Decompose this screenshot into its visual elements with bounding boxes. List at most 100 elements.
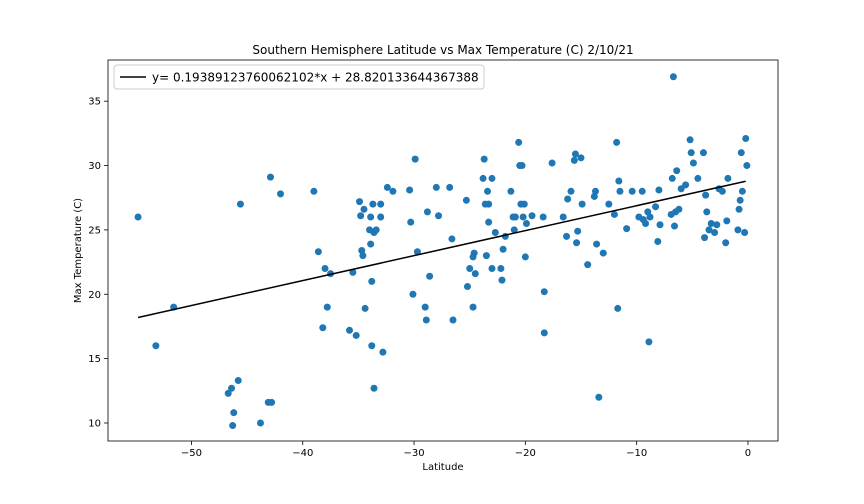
data-point — [357, 212, 365, 220]
x-tick-label: 0 — [745, 448, 751, 459]
data-point — [423, 208, 431, 216]
data-point — [599, 249, 607, 257]
data-point — [584, 261, 592, 269]
data-point — [319, 324, 327, 332]
data-point — [480, 155, 488, 163]
data-point — [735, 205, 743, 213]
data-point — [229, 422, 237, 430]
data-point — [743, 162, 751, 170]
data-point — [615, 177, 623, 185]
data-point — [521, 253, 529, 261]
data-point — [539, 213, 547, 221]
data-point — [134, 213, 142, 221]
data-point — [741, 228, 749, 236]
data-point — [718, 187, 726, 195]
data-point — [511, 213, 519, 221]
y-axis-label: Max Temperature (C) — [73, 198, 84, 303]
data-point — [563, 232, 571, 240]
data-point — [522, 219, 530, 227]
data-point — [236, 200, 244, 208]
data-point — [409, 290, 417, 298]
data-point — [352, 331, 360, 339]
data-point — [623, 225, 631, 233]
data-point — [673, 167, 681, 175]
data-point — [703, 208, 711, 216]
data-point — [571, 150, 579, 158]
data-point — [655, 186, 663, 194]
data-point — [567, 187, 575, 195]
data-point — [610, 210, 618, 218]
data-point — [520, 200, 528, 208]
data-point — [413, 248, 421, 256]
data-point — [605, 200, 613, 208]
x-tick-label: −50 — [181, 448, 202, 459]
data-point — [359, 252, 367, 260]
data-point — [548, 159, 556, 167]
data-point — [234, 377, 242, 385]
data-point — [360, 205, 368, 213]
data-point — [577, 154, 585, 162]
data-point — [421, 303, 429, 311]
data-point — [377, 200, 385, 208]
data-point — [479, 174, 487, 182]
data-point — [411, 155, 419, 163]
data-point — [406, 186, 414, 194]
data-point — [446, 183, 454, 191]
data-point — [645, 338, 653, 346]
legend: y= 0.19389123760062102*x + 28.8201336443… — [113, 64, 485, 90]
data-point — [379, 348, 387, 356]
data-point — [574, 227, 582, 235]
data-point — [702, 191, 710, 199]
data-point — [470, 249, 478, 257]
data-point — [722, 239, 730, 247]
data-point — [323, 303, 331, 311]
data-point — [682, 181, 690, 189]
data-point — [686, 136, 694, 144]
data-point — [448, 235, 456, 243]
data-point — [646, 213, 654, 221]
data-point — [499, 245, 507, 253]
y-tick-label: 25 — [88, 225, 101, 236]
data-point — [652, 203, 660, 211]
x-axis-ticks: −50 −40 −30 −20 −10 0 — [181, 441, 751, 459]
legend-box — [113, 64, 485, 90]
data-point — [642, 219, 650, 227]
data-point — [432, 183, 440, 191]
data-point — [705, 226, 713, 234]
data-point — [510, 226, 518, 234]
data-point — [689, 159, 697, 167]
data-point — [540, 288, 548, 296]
data-point — [737, 149, 745, 157]
data-point — [570, 156, 578, 164]
x-tick-label: −30 — [404, 448, 425, 459]
y-tick-label: 10 — [88, 418, 101, 429]
data-point — [268, 398, 276, 406]
data-point — [349, 268, 357, 276]
data-point — [518, 162, 526, 170]
scatter-points — [134, 73, 751, 430]
data-point — [471, 270, 479, 278]
data-point — [675, 205, 683, 213]
data-point — [482, 252, 490, 260]
data-point — [519, 213, 527, 221]
data-point — [724, 174, 732, 182]
data-point — [670, 222, 678, 230]
data-point — [277, 190, 285, 198]
data-point — [614, 304, 622, 312]
regression-line — [137, 180, 746, 319]
data-point — [256, 419, 264, 427]
data-point — [616, 187, 624, 195]
data-point — [367, 240, 375, 248]
data-point — [734, 226, 742, 234]
plot-area-frame — [107, 59, 779, 442]
data-point — [449, 316, 457, 324]
data-point — [372, 226, 380, 234]
data-point — [228, 384, 236, 392]
data-point — [498, 276, 506, 284]
data-point — [628, 187, 636, 195]
data-point — [321, 265, 329, 273]
data-point — [426, 272, 434, 280]
data-point — [713, 221, 721, 229]
data-point — [699, 149, 707, 157]
y-tick-label: 15 — [88, 354, 101, 365]
